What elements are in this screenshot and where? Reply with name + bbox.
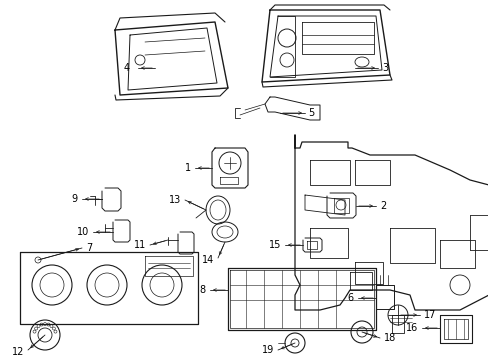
Text: 16: 16 (405, 323, 417, 333)
Text: 4: 4 (123, 63, 130, 73)
Text: 3: 3 (381, 63, 387, 73)
Text: 13: 13 (168, 195, 181, 205)
Text: 2: 2 (379, 201, 386, 211)
Text: 1: 1 (184, 163, 191, 173)
Text: 18: 18 (383, 333, 395, 343)
Text: 19: 19 (261, 345, 273, 355)
Text: 17: 17 (423, 310, 435, 320)
Text: 8: 8 (200, 285, 205, 295)
Text: 7: 7 (86, 243, 92, 253)
Text: 15: 15 (268, 240, 281, 250)
Text: 5: 5 (307, 108, 314, 118)
Text: 6: 6 (347, 293, 353, 303)
Text: 11: 11 (134, 240, 146, 250)
Text: 12: 12 (12, 347, 24, 357)
Text: 9: 9 (72, 194, 78, 204)
Text: 14: 14 (202, 255, 214, 265)
Text: 10: 10 (77, 227, 89, 237)
